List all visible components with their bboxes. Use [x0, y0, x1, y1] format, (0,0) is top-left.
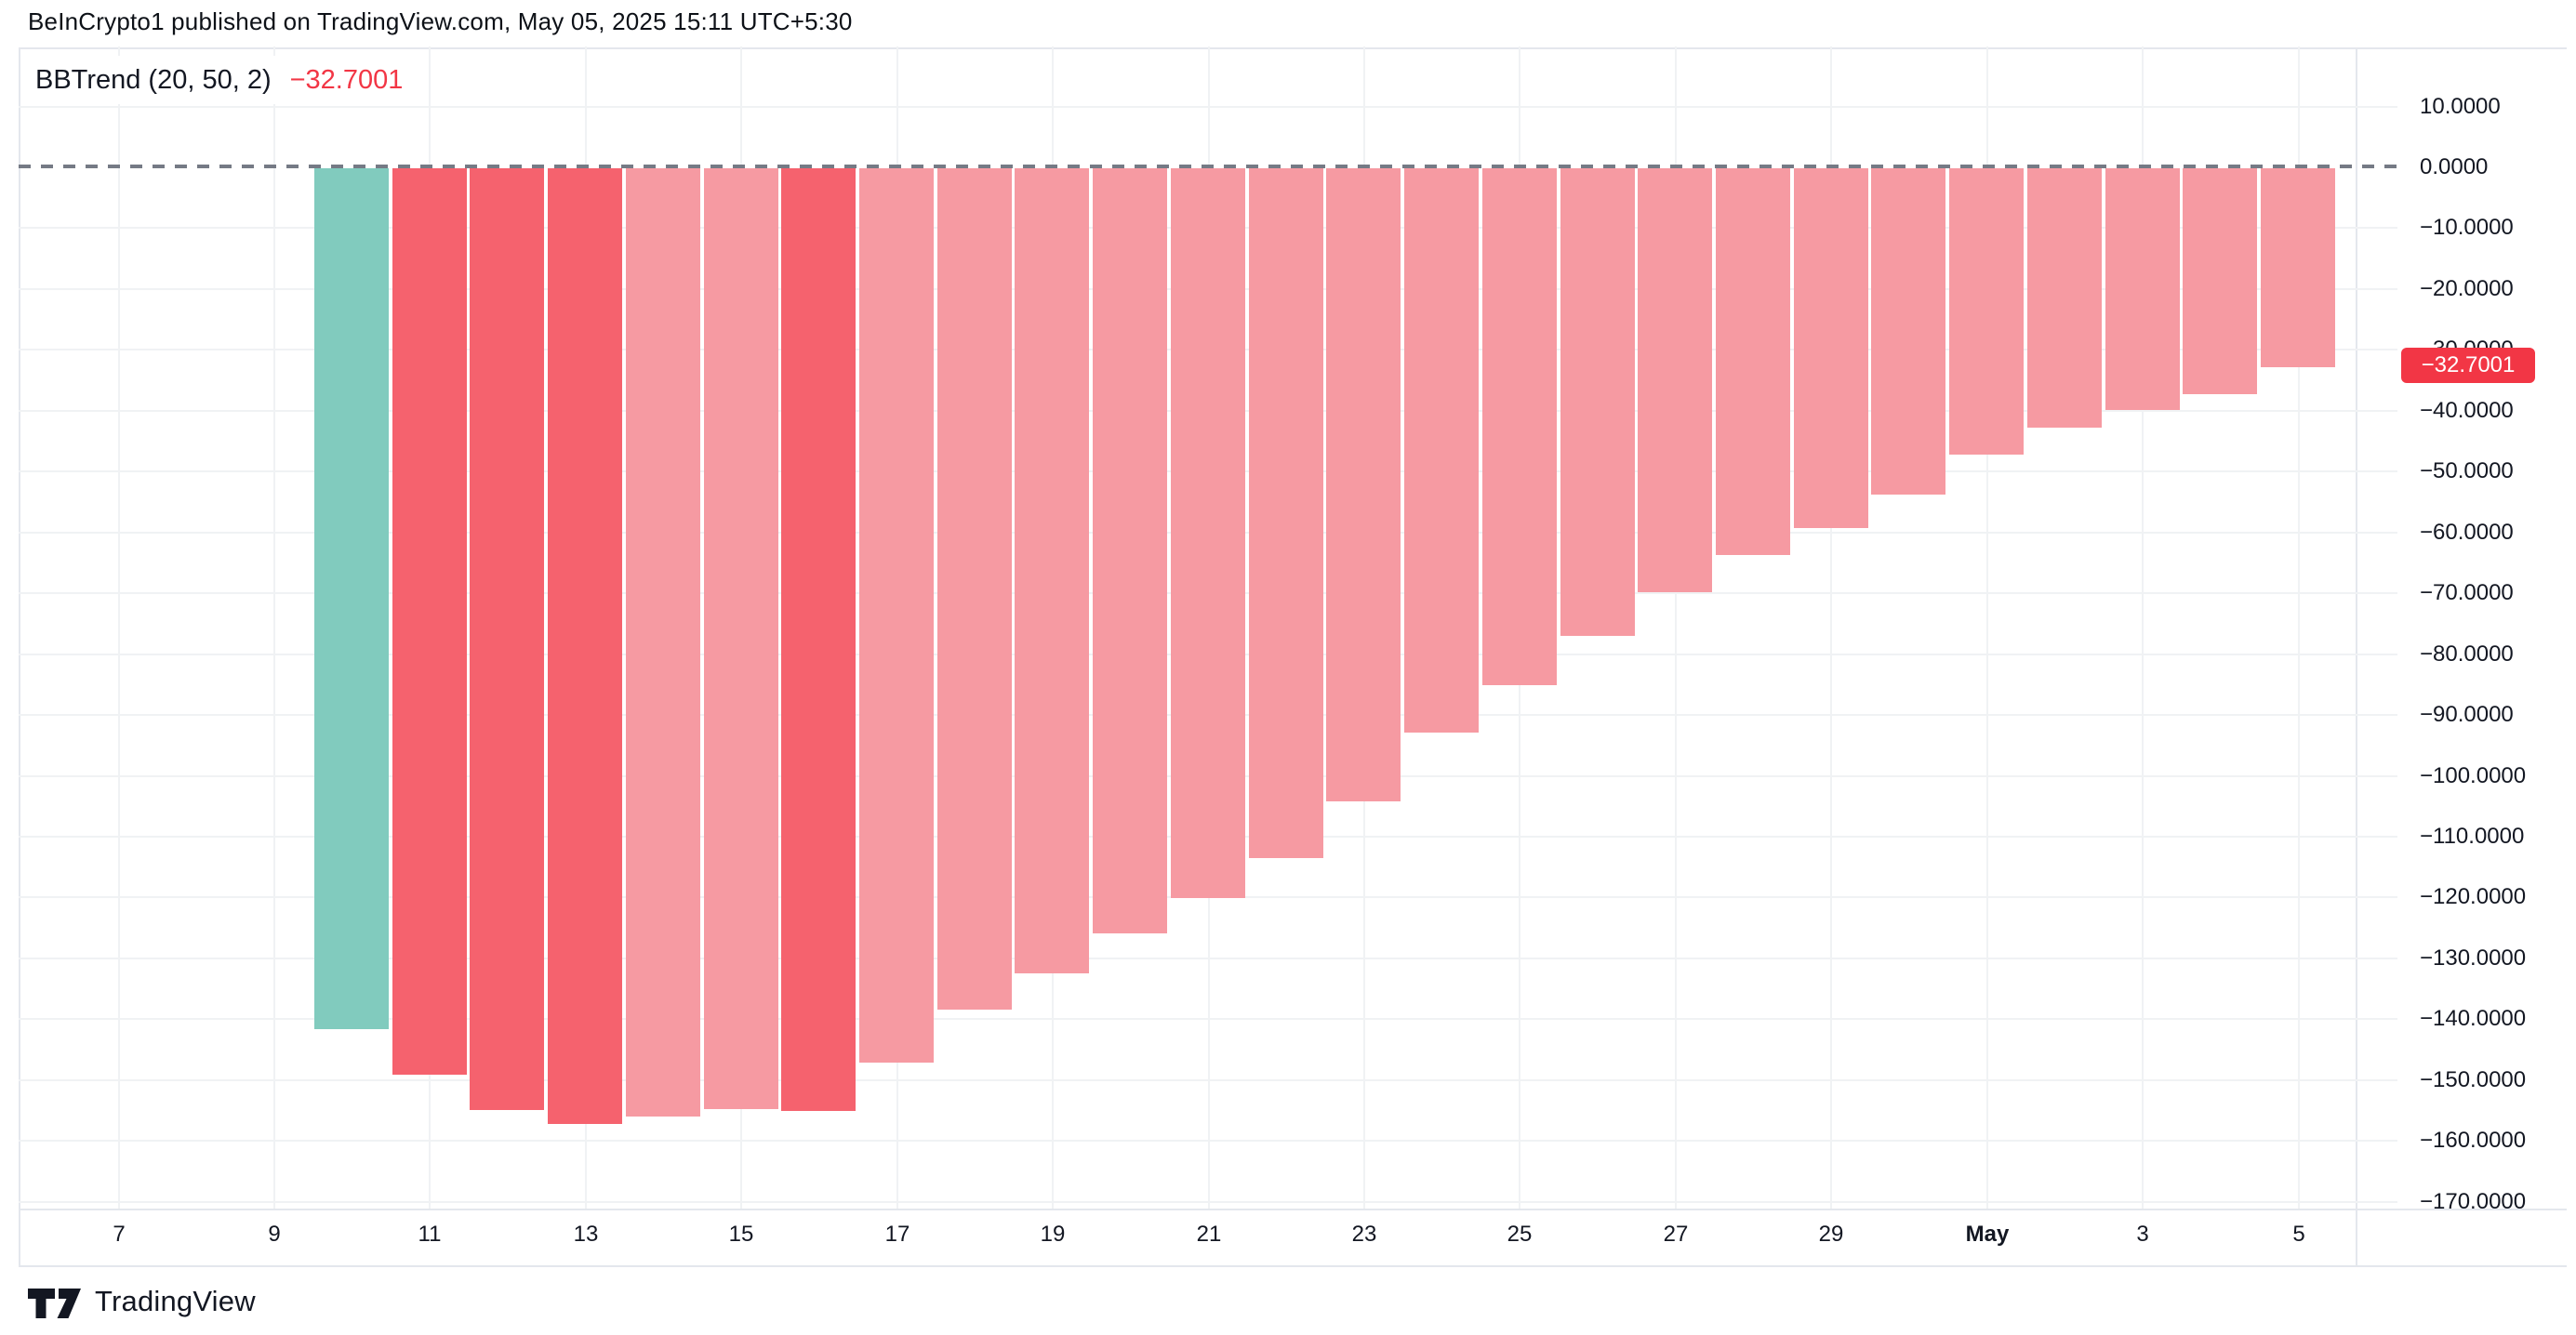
bbtrend-bar-apr-15[interactable]: [704, 168, 778, 1109]
price-axis-label: −140.0000: [2420, 1006, 2527, 1031]
bbtrend-bar-apr-30[interactable]: [1871, 168, 1945, 495]
price-axis-label: 0.0000: [2420, 154, 2489, 179]
bbtrend-bar-apr-13[interactable]: [548, 168, 622, 1124]
bbtrend-bar-apr-11[interactable]: [392, 168, 467, 1075]
price-axis-label: −110.0000: [2420, 824, 2525, 849]
bbtrend-bar-may-3[interactable]: [2105, 168, 2180, 410]
bbtrend-bar-apr-20[interactable]: [1093, 168, 1167, 933]
widget-bottom-border: [19, 1265, 2567, 1267]
price-axis-label: −40.0000: [2420, 398, 2514, 423]
time-axis-label: 17: [884, 1222, 910, 1247]
pane-left-border: [19, 47, 20, 1266]
bbtrend-bar-apr-23[interactable]: [1326, 168, 1401, 801]
indicator-legend[interactable]: BBTrend (20, 50, 2) −32.7001: [20, 56, 420, 104]
price-axis-label: −50.0000: [2420, 458, 2514, 483]
widget-top-border: [19, 47, 2567, 49]
time-axis-label: 3: [2136, 1222, 2149, 1247]
price-axis-label: −70.0000: [2420, 580, 2514, 605]
price-axis-label: −80.0000: [2420, 641, 2514, 667]
attribution-text: BeInCrypto1 published on TradingView.com…: [28, 7, 853, 35]
bbtrend-bar-apr-26[interactable]: [1560, 168, 1635, 636]
price-axis[interactable]: −32.7001 10.00000.0000−10.0000−20.0000−3…: [2357, 46, 2576, 1214]
footer-brand: TradingView: [28, 1283, 256, 1320]
price-axis-label: −10.0000: [2420, 215, 2514, 240]
bbtrend-bar-apr-25[interactable]: [1482, 168, 1557, 685]
bbtrend-bar-apr-16[interactable]: [781, 168, 856, 1111]
bbtrend-bar-may-2[interactable]: [2027, 168, 2102, 428]
tradingview-logo-icon[interactable]: [28, 1283, 82, 1320]
v-gridline: [273, 46, 275, 1209]
time-axis-label: 9: [268, 1222, 281, 1247]
bbtrend-bar-apr-28[interactable]: [1716, 168, 1790, 555]
price-axis-label: −20.0000: [2420, 276, 2514, 301]
tradingview-wordmark[interactable]: TradingView: [95, 1285, 256, 1317]
price-axis-label: 10.0000: [2420, 94, 2501, 119]
time-axis-label: May: [1965, 1222, 2010, 1247]
time-axis-label: 5: [2292, 1222, 2305, 1247]
bbtrend-bar-apr-18[interactable]: [937, 168, 1012, 1010]
h-gridline: [19, 1079, 2397, 1081]
v-gridline: [118, 46, 120, 1209]
time-axis-label: 27: [1663, 1222, 1689, 1247]
time-axis-label: 25: [1507, 1222, 1533, 1247]
time-axis-label: 7: [113, 1222, 126, 1247]
time-axis-label: 23: [1351, 1222, 1377, 1247]
indicator-title[interactable]: BBTrend (20, 50, 2): [35, 65, 272, 95]
h-gridline: [19, 1140, 2397, 1142]
price-axis-label: −100.0000: [2420, 763, 2527, 788]
price-axis-label: −90.0000: [2420, 702, 2514, 727]
time-axis-label: 19: [1040, 1222, 1066, 1247]
time-axis-label: 15: [728, 1222, 754, 1247]
bbtrend-bar-apr-27[interactable]: [1638, 168, 1712, 592]
price-axis-label: −60.0000: [2420, 520, 2514, 545]
price-axis-label: −130.0000: [2420, 945, 2527, 971]
pane-bottom-separator: [19, 1209, 2567, 1210]
bbtrend-bar-apr-21[interactable]: [1171, 168, 1245, 898]
bbtrend-bar-may-1[interactable]: [1949, 168, 2024, 455]
h-gridline: [19, 1201, 2397, 1203]
price-axis-label: −120.0000: [2420, 884, 2527, 909]
price-axis-separator: [2356, 47, 2357, 1266]
time-axis-label: 29: [1818, 1222, 1844, 1247]
time-axis-label: 21: [1196, 1222, 1222, 1247]
bbtrend-bar-apr-29[interactable]: [1794, 168, 1868, 528]
bbtrend-bar-may-5[interactable]: [2261, 168, 2335, 367]
last-price-badge: −32.7001: [2401, 348, 2535, 383]
price-axis-label: −150.0000: [2420, 1067, 2527, 1092]
last-price-badge-value: −32.7001: [2421, 352, 2516, 377]
bbtrend-bar-apr-14[interactable]: [626, 168, 700, 1117]
indicator-last-value: −32.7001: [289, 65, 404, 95]
bbtrend-bar-apr-24[interactable]: [1404, 168, 1479, 733]
bbtrend-bar-apr-12[interactable]: [470, 168, 544, 1110]
bbtrend-bar-apr-22[interactable]: [1249, 168, 1323, 858]
bbtrend-bar-apr-19[interactable]: [1015, 168, 1089, 973]
time-axis-label: 13: [573, 1222, 599, 1247]
price-axis-label: −170.0000: [2420, 1189, 2527, 1214]
time-axis-label: 11: [418, 1222, 442, 1247]
h-gridline: [19, 106, 2397, 108]
bbtrend-bar-apr-17[interactable]: [859, 168, 934, 1063]
bbtrend-bar-apr-10[interactable]: [314, 168, 389, 1029]
price-axis-label: −160.0000: [2420, 1128, 2527, 1153]
time-axis[interactable]: 7 9 11 13 15 17 19 21 23 25 27 29 May 3 5: [19, 1210, 2357, 1264]
bbtrend-bar-may-4[interactable]: [2183, 168, 2257, 394]
